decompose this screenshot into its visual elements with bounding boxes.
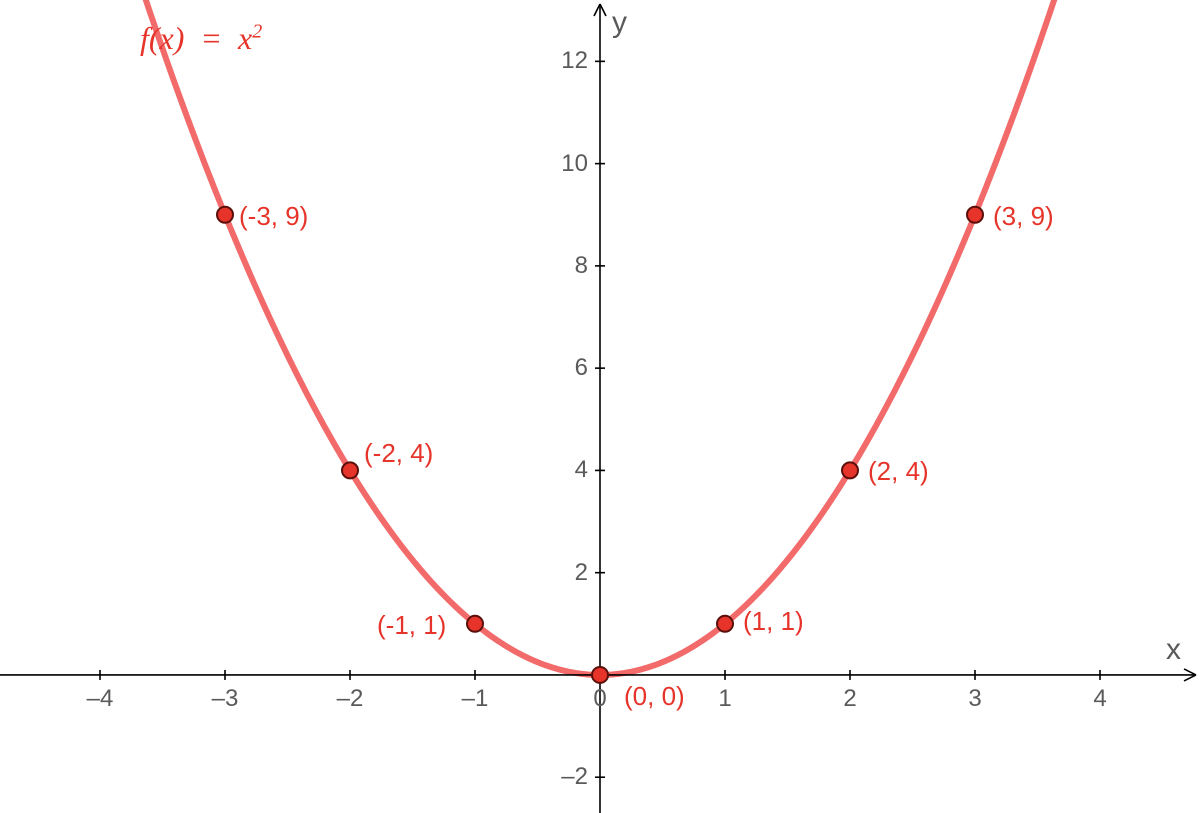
x-tick-label: –2 <box>337 685 364 713</box>
data-point-label: (-2, 4) <box>364 438 433 469</box>
data-point <box>467 616 483 632</box>
x-tick-label: 2 <box>843 685 856 713</box>
data-point-label: (-1, 1) <box>377 610 446 641</box>
x-tick-label: 1 <box>718 685 731 713</box>
parabola-chart: –4–3–2–101234–224681012xy(-3, 9)(-2, 4)(… <box>0 0 1200 813</box>
x-tick-label: 4 <box>1093 685 1106 713</box>
x-tick-label: –4 <box>87 685 114 713</box>
function-label: f(x) = x2 <box>140 20 262 57</box>
data-point-label: (1, 1) <box>743 606 804 637</box>
data-point <box>967 207 983 223</box>
x-tick-label: –3 <box>212 685 239 713</box>
y-axis-name: y <box>612 6 627 40</box>
data-point <box>717 616 733 632</box>
y-tick-label: 12 <box>561 47 588 75</box>
x-tick-label: –1 <box>462 685 489 713</box>
x-tick-label: 0 <box>593 685 606 713</box>
data-point <box>342 462 358 478</box>
y-tick-label: 2 <box>575 559 588 587</box>
data-point <box>842 462 858 478</box>
data-point-label: (3, 9) <box>993 201 1054 232</box>
x-axis-name: x <box>1166 633 1181 667</box>
x-tick-label: 3 <box>968 685 981 713</box>
y-tick-label: 4 <box>575 456 588 484</box>
y-tick-label: 6 <box>575 354 588 382</box>
y-tick-label: –2 <box>561 763 588 791</box>
y-tick-label: 10 <box>561 150 588 178</box>
data-point-label: (-3, 9) <box>239 201 308 232</box>
y-tick-label: 8 <box>575 252 588 280</box>
data-point <box>592 667 608 683</box>
data-point-label: (2, 4) <box>868 456 929 487</box>
data-point <box>217 207 233 223</box>
data-point-label: (0, 0) <box>624 681 685 712</box>
